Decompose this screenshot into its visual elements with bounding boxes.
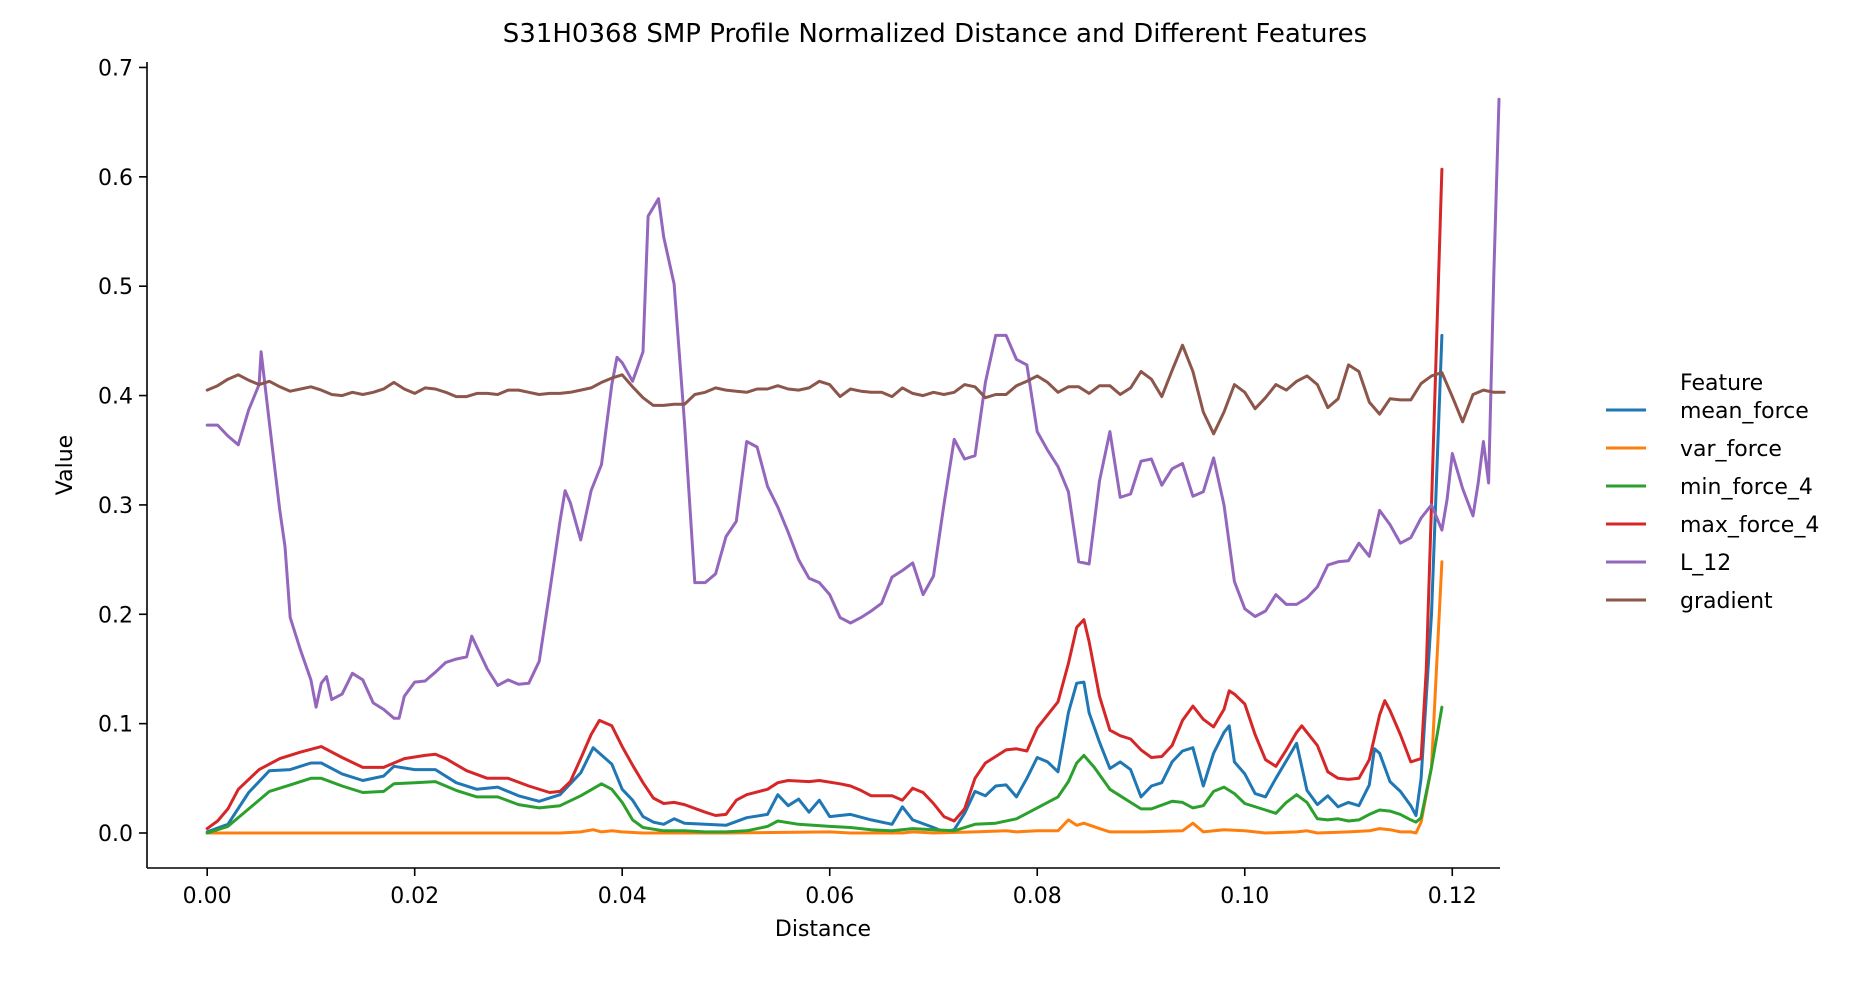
x-tick-label: 0.02 — [390, 884, 439, 909]
y-tick-label: 0.5 — [98, 275, 133, 300]
y-tick-label: 0.1 — [98, 713, 133, 738]
legend-entry-label: max_force_4 — [1680, 513, 1819, 538]
plot-area — [205, 97, 1506, 835]
legend-entry-label: var_force — [1680, 437, 1782, 462]
y-tick-label: 0.4 — [98, 385, 133, 410]
series-line-var-force — [205, 560, 1444, 835]
legend-entry-label: mean_force — [1680, 399, 1809, 424]
x-tick-label: 0.08 — [1013, 884, 1062, 909]
y-tick-label: 0.2 — [98, 603, 133, 628]
x-tick-label: 0.12 — [1428, 884, 1477, 909]
legend-entry-label: gradient — [1680, 589, 1773, 614]
x-tick-label: 0.10 — [1220, 884, 1269, 909]
legend-entry-label: L_12 — [1680, 551, 1731, 576]
series-line-max-force-4 — [205, 167, 1444, 831]
legend-entry-label: min_force_4 — [1680, 475, 1813, 500]
y-tick-label: 0.0 — [98, 822, 133, 847]
x-tick-label: 0.04 — [598, 884, 647, 909]
y-axis-ticks: 0.0 0.1 0.2 0.3 0.4 0.5 0.6 0.7 — [98, 56, 147, 847]
series-line-mean-force — [205, 333, 1444, 834]
series-line-L-12 — [205, 97, 1501, 720]
series-line-gradient — [205, 343, 1506, 436]
chart-title: S31H0368 SMP Profile Normalized Distance… — [503, 19, 1367, 49]
y-tick-label: 0.6 — [98, 166, 133, 191]
y-tick-label: 0.7 — [98, 56, 133, 81]
legend-title: Feature — [1680, 371, 1763, 396]
series-line-min-force-4 — [205, 705, 1444, 835]
legend: Feature mean_force var_force min_force_4ma… — [1606, 371, 1819, 614]
x-tick-label: 0.00 — [183, 884, 232, 909]
legend-items: mean_force var_force min_force_4 max_force_… — [1606, 399, 1819, 614]
y-tick-label: 0.3 — [98, 494, 133, 519]
y-axis-label: Value — [53, 435, 78, 495]
x-tick-label: 0.06 — [805, 884, 854, 909]
x-axis-ticks: 0.00 0.02 0.04 0.06 0.08 0.10 0.12 — [183, 868, 1477, 909]
x-axis-label: Distance — [775, 917, 871, 942]
